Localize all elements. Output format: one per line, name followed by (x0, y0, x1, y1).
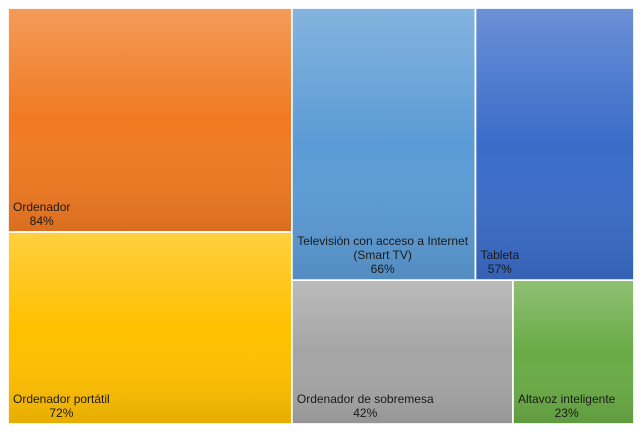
tile-label: Ordenador 84% (13, 200, 70, 228)
tile-label: Ordenador portátil 72% (13, 392, 110, 420)
tile-label-wrap: Ordenador 84% (8, 8, 292, 232)
tile-label-wrap: Tableta 57% (475, 8, 634, 280)
tile-value: 42% (353, 405, 378, 420)
tile-label: Tableta 57% (480, 248, 519, 276)
tile-label-wrap: Televisión con acceso a Internet (Smart … (292, 8, 476, 280)
tile-name: Altavoz inteligente (517, 391, 616, 406)
tile-label: Ordenador de sobremesa 42% (297, 392, 434, 420)
tile-name: Ordenador portátil (13, 392, 110, 406)
tile-label-wrap: Ordenador de sobremesa 42% (292, 280, 513, 424)
tile-label-box: Televisión con acceso a Internet (Smart … (292, 8, 476, 280)
tile-name: Ordenador (13, 200, 71, 214)
tile-shade (291, 7, 477, 281)
tile-label-wrap: Altavoz inteligente 23% (513, 280, 634, 424)
tile: Televisión con acceso a Internet (Smart … (291, 7, 477, 281)
tile-name: Televisión con acceso a Internet (Smart … (297, 234, 469, 263)
tile-shade (7, 7, 293, 233)
tile-shade (512, 279, 635, 425)
tile-value: 84% (29, 214, 54, 228)
tile-value: 72% (49, 406, 74, 420)
tile-shade (291, 279, 514, 425)
tile-value: 66% (370, 262, 395, 277)
tile-name: Ordenador de sobremesa (296, 391, 434, 406)
tile-value: 57% (487, 262, 512, 277)
tile-label: Televisión con acceso a Internet (Smart … (297, 234, 469, 276)
tile-shade (474, 7, 635, 281)
tile-value: 23% (554, 405, 579, 420)
tile-name: Tableta (480, 248, 520, 263)
tile-label: Altavoz inteligente 23% (518, 392, 615, 420)
tile-shade (7, 231, 293, 425)
tile-label-wrap: Ordenador portátil 72% (8, 232, 292, 424)
